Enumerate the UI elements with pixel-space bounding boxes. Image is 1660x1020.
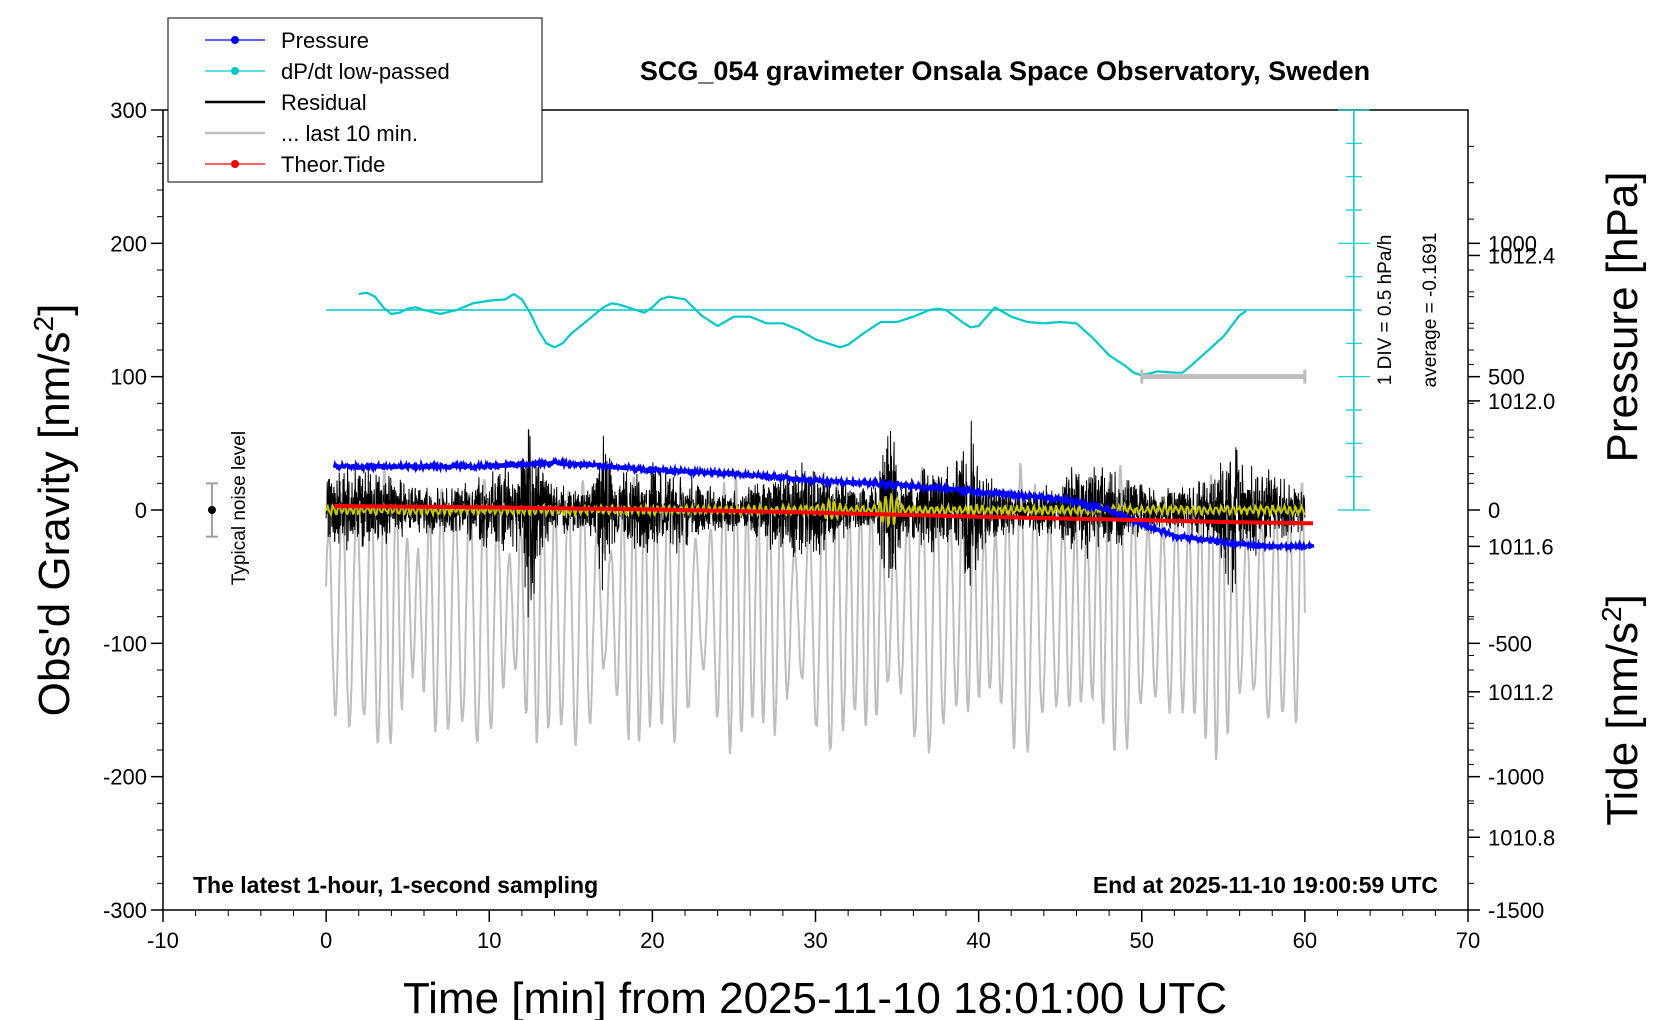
y-axis-title-pressure: Pressure [hPa] xyxy=(1598,171,1647,462)
pressure-tick-label: 1011.6 xyxy=(1488,534,1554,559)
residual-lowpass-line xyxy=(325,493,1306,529)
dpdt-line xyxy=(358,291,1247,377)
residual-line xyxy=(325,420,1306,618)
legend-label: ... last 10 min. xyxy=(281,121,418,146)
x-tick-label: 20 xyxy=(640,928,664,953)
y-tick-label: 300 xyxy=(110,98,147,123)
annotation-div-label: 1 DIV = 0.5 hPa/h xyxy=(1375,235,1396,386)
annotation-end-time: End at 2025-11-10 19:00:59 UTC xyxy=(1093,872,1438,898)
x-axis-title: Time [min] from 2025-11-10 18:01:00 UTC xyxy=(403,974,1227,1020)
y-axis-title-gravity: Obs'd Gravity [nm/s2] xyxy=(28,304,79,717)
legend-marker xyxy=(231,160,239,168)
x-tick-label: 0 xyxy=(320,928,332,953)
legend-label: dP/dt low-passed xyxy=(281,59,450,84)
noise-bar-dot xyxy=(207,506,216,514)
chart-title: SCG_054 gravimeter Onsala Space Observat… xyxy=(640,56,1370,86)
y-tick-label: -100 xyxy=(103,631,147,656)
legend-marker xyxy=(231,67,239,75)
pressure-tick-label: 1010.8 xyxy=(1488,825,1555,850)
last-10-min-line xyxy=(325,462,1306,761)
tide-line xyxy=(334,504,1313,526)
tide-tick-label: 500 xyxy=(1488,365,1525,390)
y-axis-title-tide: Tide [nm/s2] xyxy=(1596,594,1647,826)
pressure-tick-label: 1012.0 xyxy=(1488,389,1555,414)
x-tick-label: 10 xyxy=(477,928,501,953)
noise-level-bar xyxy=(205,482,218,538)
pressure-series xyxy=(332,456,1315,554)
residual-series xyxy=(325,420,1306,618)
y-axis-pressure: 1012.4 1012.0 1011.6 1011.2 1010.8 xyxy=(1468,145,1555,850)
rate-axis xyxy=(1337,109,1370,511)
annotation-noise-label: Typical noise level xyxy=(229,431,250,585)
x-tick-label: 40 xyxy=(966,928,990,953)
annotation-sampling: The latest 1-hour, 1-second sampling xyxy=(193,872,598,898)
x-tick-label: 70 xyxy=(1456,928,1480,953)
legend-label: Theor.Tide xyxy=(281,152,385,177)
pressure-tick-label: 1011.2 xyxy=(1488,680,1554,705)
tide-series xyxy=(334,504,1313,526)
y-tick-label: -200 xyxy=(103,765,147,790)
x-axis: -10 0 10 20 30 40 50 60 70 xyxy=(147,910,1480,953)
y-tick-label: 0 xyxy=(135,498,147,523)
annotation-average-label: average = -0.1691 xyxy=(1420,233,1441,388)
ten-min-bar xyxy=(1140,369,1307,384)
tide-tick-label: 1000 xyxy=(1488,231,1537,256)
pressure-tick-label: 1012.4 xyxy=(1488,243,1555,268)
dpdt-series xyxy=(326,291,1354,377)
x-tick-label: 30 xyxy=(803,928,827,953)
residual-lowpass-series xyxy=(325,493,1306,529)
legend: Pressure dP/dt low-passed Residual ... last… xyxy=(167,17,543,183)
y-tick-label: 100 xyxy=(110,365,147,390)
x-tick-label: -10 xyxy=(147,928,179,953)
y-tick-label: -300 xyxy=(103,898,147,923)
tide-tick-label: -1000 xyxy=(1488,765,1544,790)
legend-label: Pressure xyxy=(281,28,369,53)
last-10-min-series xyxy=(325,462,1306,761)
tide-tick-label: 0 xyxy=(1488,498,1500,523)
legend-box xyxy=(167,17,543,183)
y-axis-tide: 1000 500 0 -500 -1000 -1500 xyxy=(1468,231,1544,923)
legend-label: Residual xyxy=(281,90,367,115)
tide-tick-label: -1500 xyxy=(1488,898,1544,923)
pressure-line xyxy=(332,456,1315,554)
x-tick-label: 60 xyxy=(1293,928,1317,953)
legend-marker xyxy=(231,36,239,44)
x-tick-label: 50 xyxy=(1130,928,1154,953)
tide-tick-label: -500 xyxy=(1488,631,1532,656)
y-tick-label: 200 xyxy=(110,231,147,256)
y-axis-gravity: 300 200 100 0 -100 -200 -300 xyxy=(103,98,163,923)
